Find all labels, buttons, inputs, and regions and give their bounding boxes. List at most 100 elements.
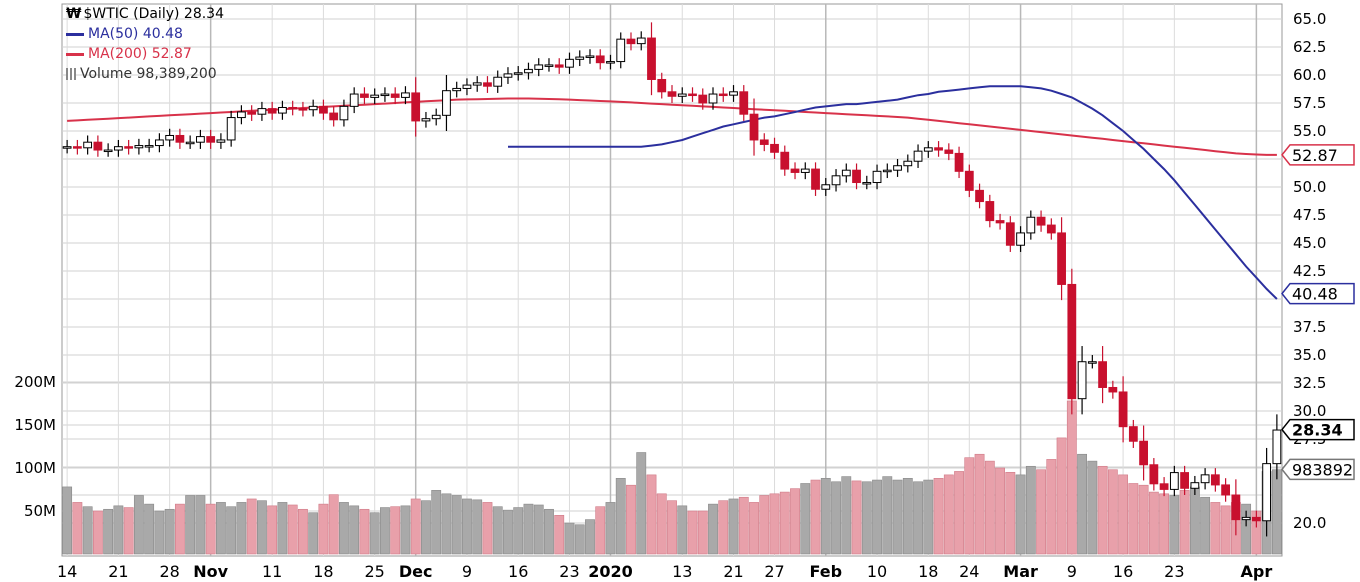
volume-bar <box>902 478 913 555</box>
volume-bar <box>1107 469 1118 555</box>
candle-body <box>893 165 902 171</box>
candle-body <box>770 143 779 153</box>
candle-body <box>1139 440 1148 466</box>
ma50-badge-frame <box>1281 282 1355 305</box>
volume-bar <box>215 502 226 555</box>
x-tick-label: 24 <box>959 562 979 581</box>
volume-bar <box>154 510 165 555</box>
volume-bar <box>287 504 298 555</box>
candle-body <box>1190 482 1200 489</box>
candle-body <box>1108 386 1118 393</box>
volume-bar <box>892 479 903 555</box>
candle-body <box>72 146 82 149</box>
volume-bar <box>554 514 565 555</box>
candle-body <box>421 118 431 122</box>
price-tick-label: 35.0 <box>1293 346 1326 364</box>
ma200-badge-frame <box>1281 144 1355 166</box>
x-tick-label: 23 <box>559 562 579 581</box>
candle-body <box>401 92 410 98</box>
volume-bar <box>1015 474 1026 555</box>
volume-bar <box>790 488 800 555</box>
volume-bar <box>1189 486 1200 555</box>
price-tick-label: 37.5 <box>1293 318 1326 336</box>
volume-bar <box>1046 459 1057 555</box>
volume-badge-frame <box>1281 458 1355 481</box>
candle-body <box>1128 426 1138 442</box>
candle-body <box>944 149 954 154</box>
candle-body <box>657 78 667 93</box>
ma200-line-icon <box>66 52 84 56</box>
volume-bar <box>1097 465 1108 555</box>
volume-bar <box>738 496 749 555</box>
candle-body <box>226 117 236 141</box>
volume-bar <box>626 484 636 555</box>
candle-body <box>995 220 1005 224</box>
volume-bar <box>380 507 390 555</box>
x-tick-label: 25 <box>365 562 385 581</box>
x-tick-label: 21 <box>108 562 128 581</box>
candle-body <box>308 105 318 111</box>
volume-bar <box>308 512 319 555</box>
volume-tick-label: 200M <box>14 373 56 391</box>
legend-ma50: MA(50) 40.48 <box>88 26 183 42</box>
candle-body <box>298 108 308 111</box>
volume-bar <box>749 502 759 555</box>
ma200-badge: 52.87 <box>1292 146 1338 165</box>
candle-body <box>698 94 708 104</box>
x-tick-label: 28 <box>159 562 179 581</box>
candle-body <box>288 106 298 110</box>
candle-body <box>154 139 164 147</box>
x-tick-label: 9 <box>462 562 472 581</box>
volume-bar <box>933 478 944 555</box>
candle-body <box>585 55 595 58</box>
volume-bar <box>1159 493 1170 555</box>
price-badge: 28.34 <box>1292 421 1343 440</box>
volume-bar <box>954 471 964 555</box>
chart-legend: ₩ $WTIC (Daily) 28.34 MA(50) 40.48 MA(20… <box>66 4 224 84</box>
candle-body <box>144 145 154 148</box>
volume-bar <box>984 460 995 555</box>
candle-body <box>636 37 646 45</box>
candle-body <box>749 113 759 141</box>
candle-body <box>257 108 267 115</box>
candle-body <box>380 93 390 97</box>
price-tick-label: 57.5 <box>1293 94 1326 112</box>
volume-bar <box>574 524 585 555</box>
volume-bar <box>913 481 923 555</box>
candle-body <box>411 92 421 122</box>
volume-bar <box>164 508 175 555</box>
volume-bar <box>943 474 954 555</box>
volume-bar <box>349 505 360 555</box>
candle-body <box>503 73 513 78</box>
candle-body <box>1118 391 1128 428</box>
candle-body <box>103 149 113 153</box>
candle-body <box>1251 516 1261 522</box>
candle-body <box>1241 516 1251 521</box>
candle-body <box>544 64 554 67</box>
volume-bar <box>133 495 144 555</box>
candle-body <box>1077 361 1087 400</box>
candle-body <box>1221 484 1231 496</box>
volume-bar <box>113 505 124 555</box>
candle-body <box>175 134 185 143</box>
volume-bar <box>410 498 421 555</box>
candle-body <box>934 147 943 151</box>
candle-body <box>390 93 400 98</box>
candle-body <box>811 168 820 190</box>
volume-bar <box>544 508 554 555</box>
candle-body <box>1005 222 1015 246</box>
candle-body <box>954 152 964 172</box>
volume-bar <box>1271 469 1282 555</box>
volume-bar <box>718 500 729 555</box>
candle-body <box>831 175 841 186</box>
candle-body <box>216 139 226 143</box>
volume-bar <box>964 457 975 555</box>
candle-body <box>759 139 769 145</box>
volume-tick-label: 100M <box>14 459 56 477</box>
volume-bar <box>1036 469 1046 555</box>
volume-bar <box>421 500 431 555</box>
candle-body <box>1046 224 1056 234</box>
volume-bar <box>667 500 677 555</box>
candle-body <box>206 136 216 143</box>
candle-body <box>985 201 995 222</box>
